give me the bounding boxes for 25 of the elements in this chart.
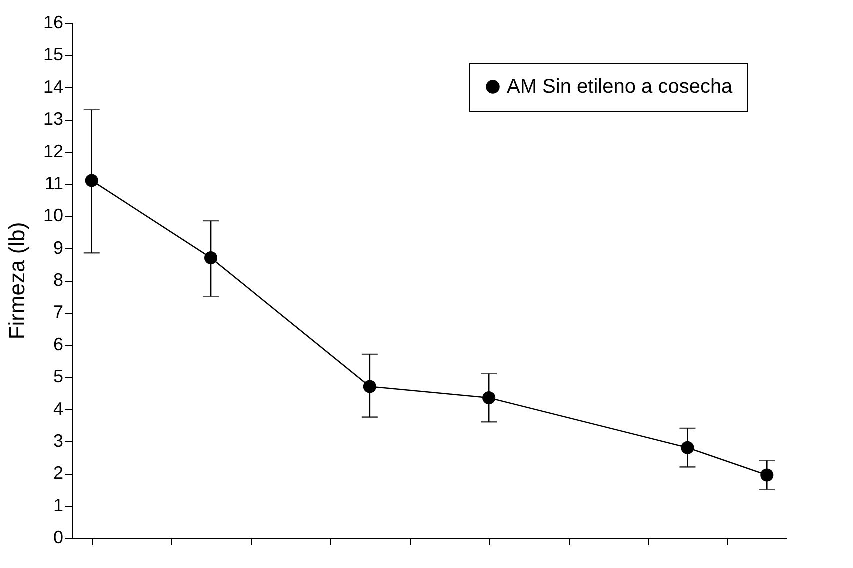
point — [204, 251, 218, 264]
y-tick-label: 10 — [43, 206, 64, 226]
y-tick-label: 12 — [43, 141, 64, 162]
y-tick-label: 2 — [53, 463, 64, 484]
y-tick-label: 7 — [53, 302, 64, 322]
point — [681, 441, 694, 454]
y-tick-label: 14 — [43, 76, 64, 97]
legend-label: AM Sin etileno a cosecha — [507, 76, 734, 98]
y-tick-label: 6 — [53, 334, 64, 354]
y-tick-label: 1 — [53, 495, 64, 516]
y-tick-label: 13 — [43, 109, 64, 130]
y-tick-label: 11 — [44, 173, 64, 194]
y-tick-label: 4 — [53, 398, 64, 419]
y-tick-label: 16 — [43, 12, 64, 32]
y-tick-label: 9 — [53, 238, 64, 258]
y-tick-label: 3 — [53, 430, 64, 451]
y-tick-label: 5 — [53, 366, 64, 387]
point — [482, 391, 496, 404]
point — [760, 468, 774, 482]
y-axis-title: Firmeza (lb) — [4, 222, 30, 340]
y-tick-label: 0 — [53, 528, 64, 548]
point — [363, 380, 376, 394]
y-tick-label: 15 — [43, 44, 64, 65]
point — [85, 174, 98, 188]
y-tick-label: 8 — [53, 270, 64, 290]
